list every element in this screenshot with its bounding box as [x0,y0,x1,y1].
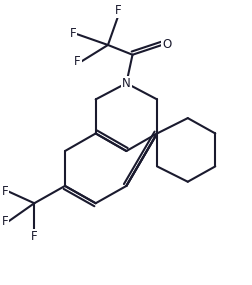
Text: N: N [121,77,130,90]
Text: F: F [2,215,9,228]
Text: F: F [2,185,9,198]
Text: O: O [161,38,171,52]
Text: F: F [31,230,38,243]
Text: F: F [74,55,81,68]
Text: F: F [114,4,121,17]
Text: F: F [69,27,76,40]
